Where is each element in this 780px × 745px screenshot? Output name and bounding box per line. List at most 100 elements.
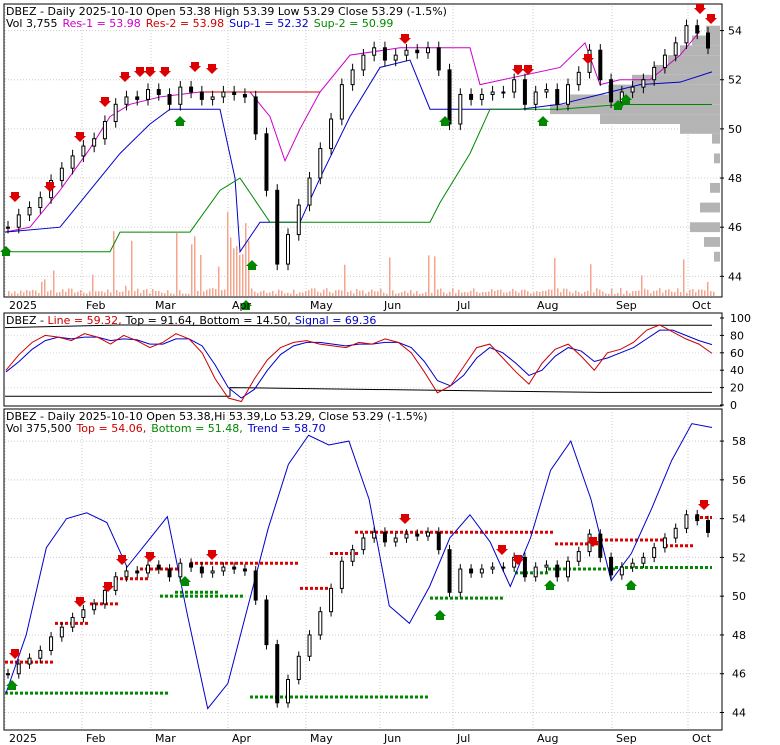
volume-bar: [587, 290, 589, 296]
candle-body: [566, 560, 570, 578]
candle-body: [576, 71, 581, 86]
candle-body: [555, 89, 560, 105]
down-arrow: [102, 582, 114, 592]
candle-body: [479, 93, 484, 100]
up-arrow: [240, 300, 252, 310]
volume-bar: [80, 290, 82, 296]
y-tick-label: 48: [732, 629, 746, 642]
volume-bar: [77, 291, 79, 296]
candle-body: [221, 566, 226, 572]
down-arrow: [144, 67, 156, 77]
candle-body: [673, 42, 678, 56]
candle-body: [253, 96, 258, 135]
x-tick-label: Jul: [456, 299, 470, 312]
volume-bar: [65, 291, 67, 296]
candle-body: [124, 570, 129, 578]
candle-body: [135, 570, 140, 574]
down-arrow: [144, 552, 156, 562]
candle-body: [16, 214, 21, 228]
candle-body: [253, 570, 258, 601]
volume-bar: [302, 292, 304, 296]
volume-bar: [338, 289, 340, 296]
candle-body: [415, 49, 420, 54]
candle-body: [156, 89, 161, 95]
volume-bar: [590, 264, 592, 296]
candle-body: [124, 96, 129, 105]
volume-bar: [419, 293, 421, 296]
candle-body: [189, 562, 194, 568]
volume-bar: [515, 291, 517, 296]
candle-body: [307, 634, 312, 657]
volume-bar: [260, 291, 262, 296]
candle-body: [113, 103, 118, 123]
trend-panel-legend: Vol 375,500 Top = 54.06, Bottom = 51.48, Tr…: [6, 422, 326, 435]
volume-bar: [713, 291, 715, 296]
candle-body: [544, 564, 549, 568]
candle-body: [92, 138, 97, 147]
volume-bar: [635, 291, 637, 296]
candle-body: [275, 644, 280, 704]
volume-bar: [425, 292, 427, 296]
volume-bar: [431, 292, 433, 296]
candle-body: [447, 549, 452, 593]
candle-body: [361, 54, 366, 71]
candle-body: [232, 91, 237, 95]
down-arrow: [698, 500, 710, 510]
candle-body: [393, 537, 398, 543]
volume-bar: [176, 232, 178, 296]
candle-body: [189, 86, 194, 93]
volume-bar: [284, 293, 286, 296]
y-tick-label: 52: [732, 551, 746, 564]
volume-bar: [434, 256, 436, 296]
volume-bar: [251, 288, 253, 296]
volume-bar: [266, 293, 268, 296]
volume-bar: [629, 293, 631, 296]
candle-body: [6, 673, 10, 676]
candle-body: [382, 47, 387, 61]
volume-bar: [296, 293, 298, 296]
candle-body: [210, 96, 215, 100]
volume-bar: [275, 293, 277, 296]
candle-body: [695, 25, 700, 34]
candle-body: [447, 69, 452, 125]
y-tick-label: 48: [728, 172, 742, 185]
candle-body: [38, 197, 43, 209]
volume-bar: [116, 290, 118, 296]
volume-bar: [29, 291, 31, 296]
volume-bar: [395, 293, 397, 296]
candle-body: [469, 93, 474, 100]
volume-bar: [371, 289, 373, 296]
volume-bar: [428, 255, 430, 296]
candle-body: [684, 25, 689, 44]
y-tick-label: 54: [732, 513, 746, 526]
trend-y-axis: 58 56 54 52 50 48 46 44: [720, 435, 746, 719]
candle-body: [522, 79, 527, 105]
volume-bar: [311, 288, 313, 296]
candle-body: [92, 603, 97, 611]
volume-bar: [518, 292, 520, 296]
volume-bar: [188, 293, 190, 296]
volume-bar: [8, 291, 10, 296]
candle-body: [555, 564, 560, 578]
volume-bar: [71, 288, 73, 296]
volume-bar: [542, 291, 544, 296]
y-tick-label: 40: [730, 364, 744, 377]
volume-bar: [224, 289, 226, 296]
volume-bar: [593, 292, 595, 296]
volume-bar: [56, 292, 58, 296]
volume-bar: [398, 293, 400, 296]
volume-bar: [602, 291, 604, 296]
y-tick-label: 0: [730, 399, 737, 412]
volume-bar: [659, 288, 661, 296]
candle-body: [199, 566, 204, 574]
volume-bar: [350, 290, 352, 296]
candle-body: [232, 566, 237, 570]
volume-bar: [707, 281, 709, 296]
candle-body: [533, 91, 538, 105]
candle-body: [415, 533, 420, 537]
x-tick-label: May: [310, 299, 333, 312]
volume-bar: [113, 231, 115, 296]
volume-bar: [413, 293, 415, 296]
volume-bar: [410, 290, 412, 296]
candle-body: [673, 527, 678, 539]
